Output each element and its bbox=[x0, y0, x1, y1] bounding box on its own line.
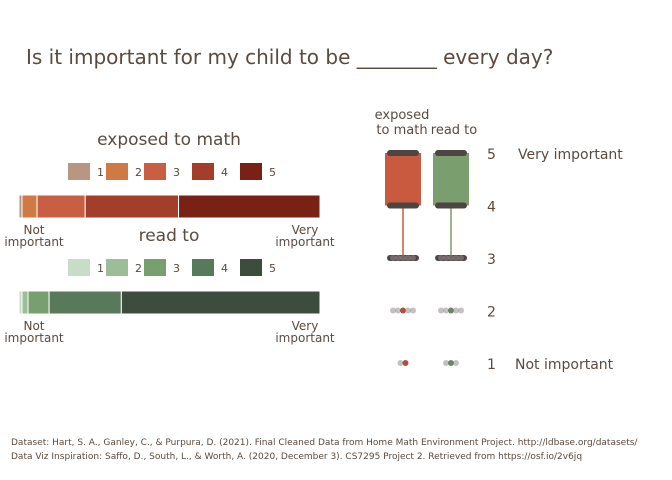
legend-swatch bbox=[68, 259, 90, 276]
box bbox=[433, 153, 469, 206]
bar-segment bbox=[27, 290, 50, 315]
bar-segment bbox=[120, 290, 321, 315]
legend-swatch bbox=[68, 163, 90, 180]
jitter-point bbox=[443, 255, 449, 261]
bar-segment bbox=[21, 194, 38, 219]
box bbox=[385, 153, 421, 206]
legend-swatch bbox=[192, 163, 214, 180]
y-tick-label: 2 bbox=[487, 305, 496, 321]
stack-title: exposed to math bbox=[97, 130, 241, 150]
bar-segment bbox=[48, 290, 122, 315]
legend-swatch bbox=[106, 163, 128, 180]
bar-segment bbox=[21, 290, 29, 315]
legend-swatch bbox=[144, 259, 166, 276]
axis-left-label-line1: Not bbox=[23, 223, 44, 237]
y-tick-label: 5 bbox=[487, 147, 496, 163]
legend-label: 2 bbox=[135, 166, 142, 179]
jitter-point bbox=[458, 255, 464, 261]
y-tick-label: 1 bbox=[487, 357, 496, 373]
legend-label: 1 bbox=[97, 262, 104, 275]
stack-title: read to bbox=[139, 226, 200, 246]
outlier-point bbox=[438, 307, 444, 314]
y-tick-label: 3 bbox=[487, 252, 496, 268]
jitter-point bbox=[390, 255, 396, 261]
axis-right-label-line1: Very bbox=[292, 319, 319, 333]
jitter-point bbox=[448, 255, 454, 261]
axis-left-label-line2: important bbox=[4, 235, 64, 249]
outlier-point bbox=[390, 307, 396, 314]
bar-segment bbox=[178, 194, 321, 219]
jitter-point bbox=[400, 255, 406, 261]
outlier-point bbox=[395, 307, 401, 314]
legend-swatch bbox=[144, 163, 166, 180]
y-tick-annotation: Very important bbox=[518, 147, 623, 163]
legend-label: 4 bbox=[221, 166, 228, 179]
outlier-point bbox=[448, 307, 454, 314]
bar-segment bbox=[36, 194, 86, 219]
jitter-point bbox=[410, 255, 416, 261]
legend-label: 5 bbox=[269, 166, 276, 179]
series-label-line2: to math bbox=[376, 123, 427, 138]
footer-dataset: Dataset: Hart, S. A., Ganley, C., & Purp… bbox=[11, 438, 638, 448]
outlier-point bbox=[443, 307, 449, 314]
axis-left-label-line2: important bbox=[4, 331, 64, 345]
chart-title: Is it important for my child to be _____… bbox=[26, 45, 553, 69]
legend-label: 1 bbox=[97, 166, 104, 179]
legend-label: 4 bbox=[221, 262, 228, 275]
legend-label: 5 bbox=[269, 262, 276, 275]
outlier-point bbox=[453, 307, 459, 314]
outlier-point bbox=[397, 360, 404, 366]
outlier-point bbox=[402, 360, 409, 366]
footer-inspiration: Data Viz Inspiration: Saffo, D., South, … bbox=[11, 452, 582, 462]
legend-swatch bbox=[240, 259, 262, 276]
legend-label: 3 bbox=[173, 166, 180, 179]
outlier-point bbox=[448, 360, 454, 366]
legend-label: 2 bbox=[135, 262, 142, 275]
outlier-point bbox=[443, 360, 449, 366]
jitter-point bbox=[405, 255, 411, 261]
boxplot-chart: 1 Not important 2 3 4 5 Very important exposedt… bbox=[375, 108, 624, 373]
y-tick-annotation: Not important bbox=[515, 357, 614, 373]
axis-right-label-line2: important bbox=[275, 331, 335, 345]
outlier-point bbox=[458, 307, 464, 314]
axis-right-label-line2: important bbox=[275, 235, 335, 249]
outlier-point bbox=[405, 307, 411, 314]
y-tick-label: 4 bbox=[487, 200, 496, 216]
series-label-read: read to bbox=[431, 123, 478, 138]
jitter-point bbox=[453, 255, 459, 261]
bar-segment bbox=[84, 194, 180, 219]
outlier-point bbox=[400, 307, 406, 314]
series-label-line1: exposed bbox=[375, 108, 430, 123]
legend-swatch bbox=[240, 163, 262, 180]
outlier-point bbox=[453, 360, 459, 366]
axis-left-label-line1: Not bbox=[23, 319, 44, 333]
jitter-point bbox=[438, 255, 444, 261]
outlier-point bbox=[410, 307, 416, 314]
legend-swatch bbox=[106, 259, 128, 276]
legend-swatch bbox=[192, 259, 214, 276]
axis-right-label-line1: Very bbox=[292, 223, 319, 237]
legend-label: 3 bbox=[173, 262, 180, 275]
jitter-point bbox=[395, 255, 401, 261]
